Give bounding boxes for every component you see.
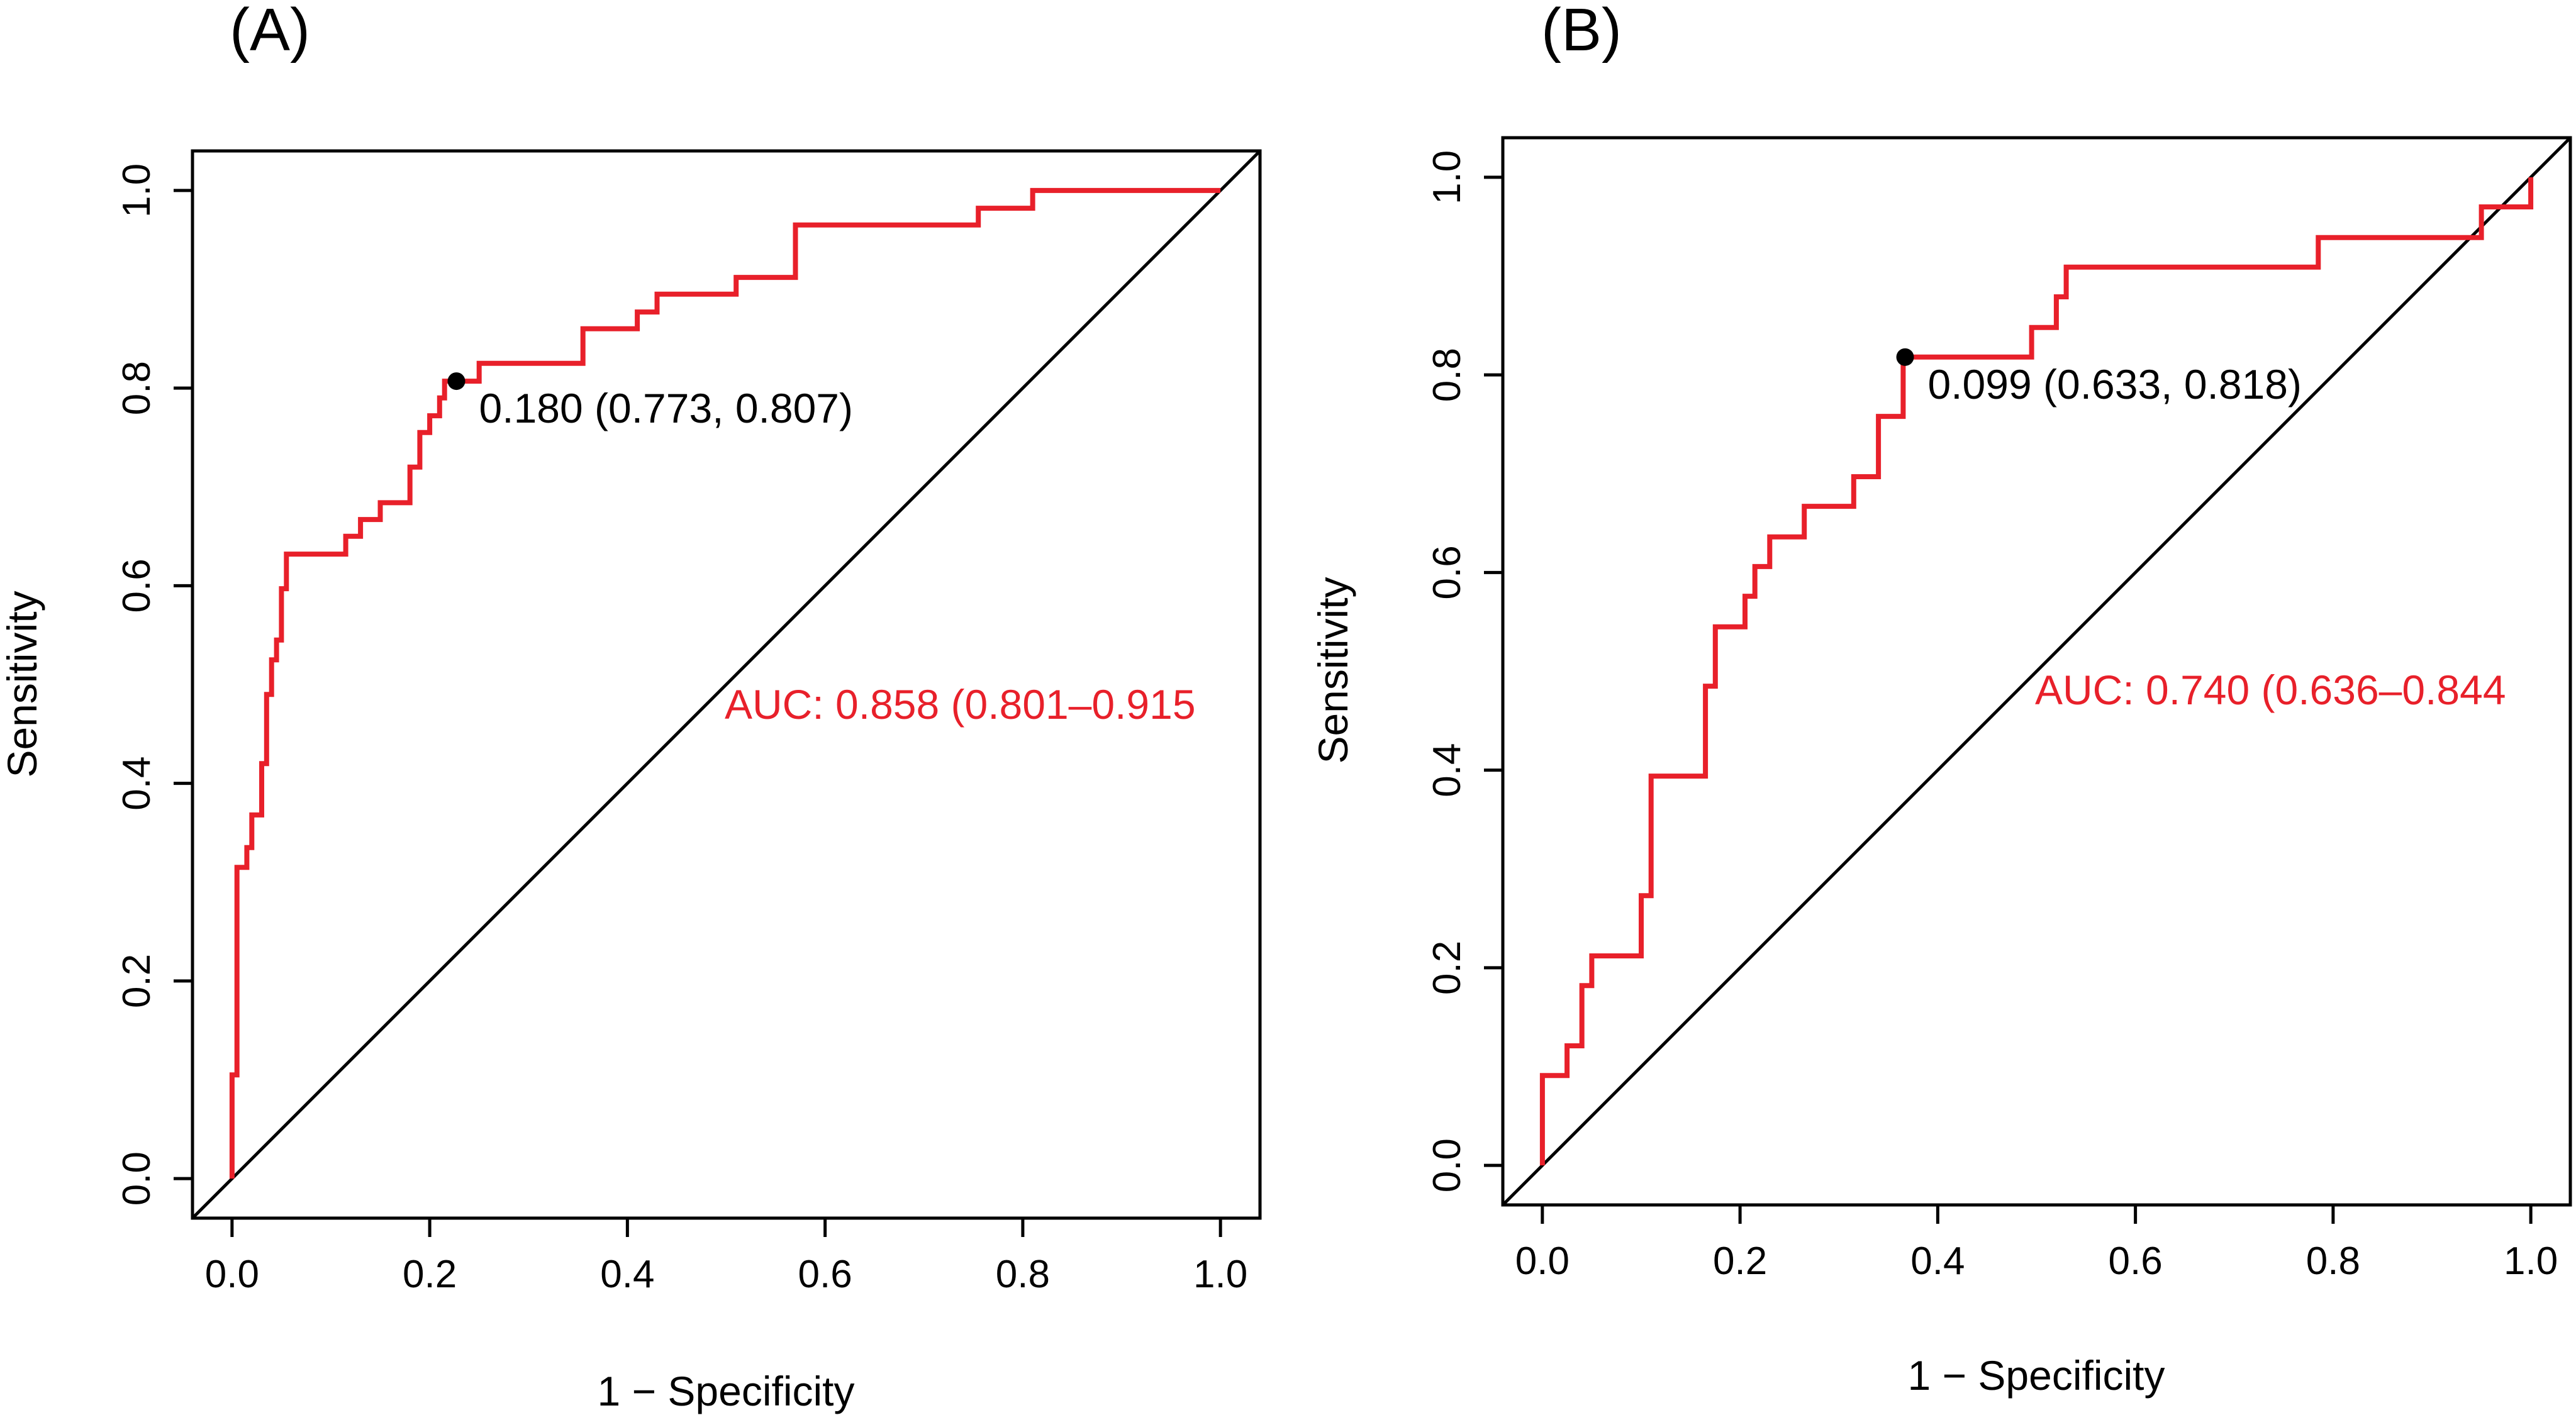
panel-b-x-tick-label-0: 0.0 [1515,1240,1570,1283]
panel-a-roc-curve [229,187,1221,1179]
panel-a-y-tick-label-0: 0.0 [115,1151,159,1206]
panel-a-auc-label: AUC: 0.858 (0.801–0.915 [725,681,1196,728]
panel-b-y-tick-label-4: 0.8 [1425,348,1469,402]
roc-panel-a: (A) 1 − Specificity Sensitivity 0.0 0.2 0.… [0,0,1262,1414]
panel-a-y-tick-label-5: 1.0 [115,164,159,218]
panel-b-y-tick-label-5: 1.0 [1425,150,1469,204]
panel-a-threshold-point [447,372,466,391]
panel-a-y-tick-label-3: 0.6 [115,558,159,613]
panel-b-threshold-label: 0.099 (0.633, 0.818) [1928,361,2302,408]
panel-b-y-axis-title: Sensitivity [1310,577,1356,763]
panel-b-roc-curve [1539,177,2534,1166]
panel-a-y-ticks: 0.0 0.2 0.4 0.6 0.8 1.0 [115,164,192,1206]
panel-b-x-axis-title: 1 − Specificity [1907,1352,2165,1399]
panel-b-x-tick-label-1: 0.2 [1713,1240,1767,1283]
panel-a-x-tick-label-4: 0.8 [996,1253,1050,1296]
panel-a-x-tick-label-2: 0.4 [600,1253,654,1296]
panel-a-x-tick-label-3: 0.6 [798,1253,852,1296]
panel-a-label: (A) [230,0,310,64]
panel-a-x-tick-label-1: 0.2 [403,1253,457,1296]
panel-a-y-tick-label-2: 0.4 [115,757,159,811]
panel-a-reference-line [191,150,1261,1219]
panel-b-auc-label: AUC: 0.740 (0.636–0.844 [2035,667,2506,713]
panel-a-threshold-label: 0.180 (0.773, 0.807) [479,385,853,431]
panel-a-x-tick-label-0: 0.0 [205,1253,259,1296]
panel-b-y-ticks: 0.0 0.2 0.4 0.6 0.8 1.0 [1425,150,1503,1192]
panel-a-y-axis-title: Sensitivity [0,591,45,777]
panel-b-y-tick-label-3: 0.6 [1425,545,1469,599]
panel-b-y-tick-label-2: 0.4 [1425,743,1469,797]
panel-a-plot-frame [191,149,1262,1220]
panel-b-y-tick-label-1: 0.2 [1425,941,1469,995]
panel-b-reference-line [1502,136,2572,1206]
panel-a-y-tick-label-4: 0.8 [115,361,159,415]
panel-a-x-tick-label-5: 1.0 [1193,1253,1247,1296]
roc-panel-b: (B) 1 − Specificity Sensitivity 0.0 0.2 0.… [1310,0,2572,1399]
panel-a-x-axis-title: 1 − Specificity [597,1368,854,1414]
panel-b-x-ticks: 0.0 0.2 0.4 0.6 0.8 1.0 [1515,1205,2558,1283]
panel-b-label: (B) [1541,0,1622,64]
panel-b-y-tick-label-0: 0.0 [1425,1138,1469,1192]
panel-b-x-tick-label-5: 1.0 [2504,1240,2558,1283]
panel-a-y-tick-label-1: 0.2 [115,954,159,1008]
panel-b-plot-frame [1501,136,2572,1207]
panel-a-x-ticks: 0.0 0.2 0.4 0.6 0.8 1.0 [205,1218,1247,1296]
panel-b-x-tick-label-2: 0.4 [1910,1240,1965,1283]
panel-b-x-tick-label-3: 0.6 [2109,1240,2163,1283]
panel-b-x-tick-label-4: 0.8 [2306,1240,2360,1283]
panel-b-threshold-point [1896,348,1914,366]
